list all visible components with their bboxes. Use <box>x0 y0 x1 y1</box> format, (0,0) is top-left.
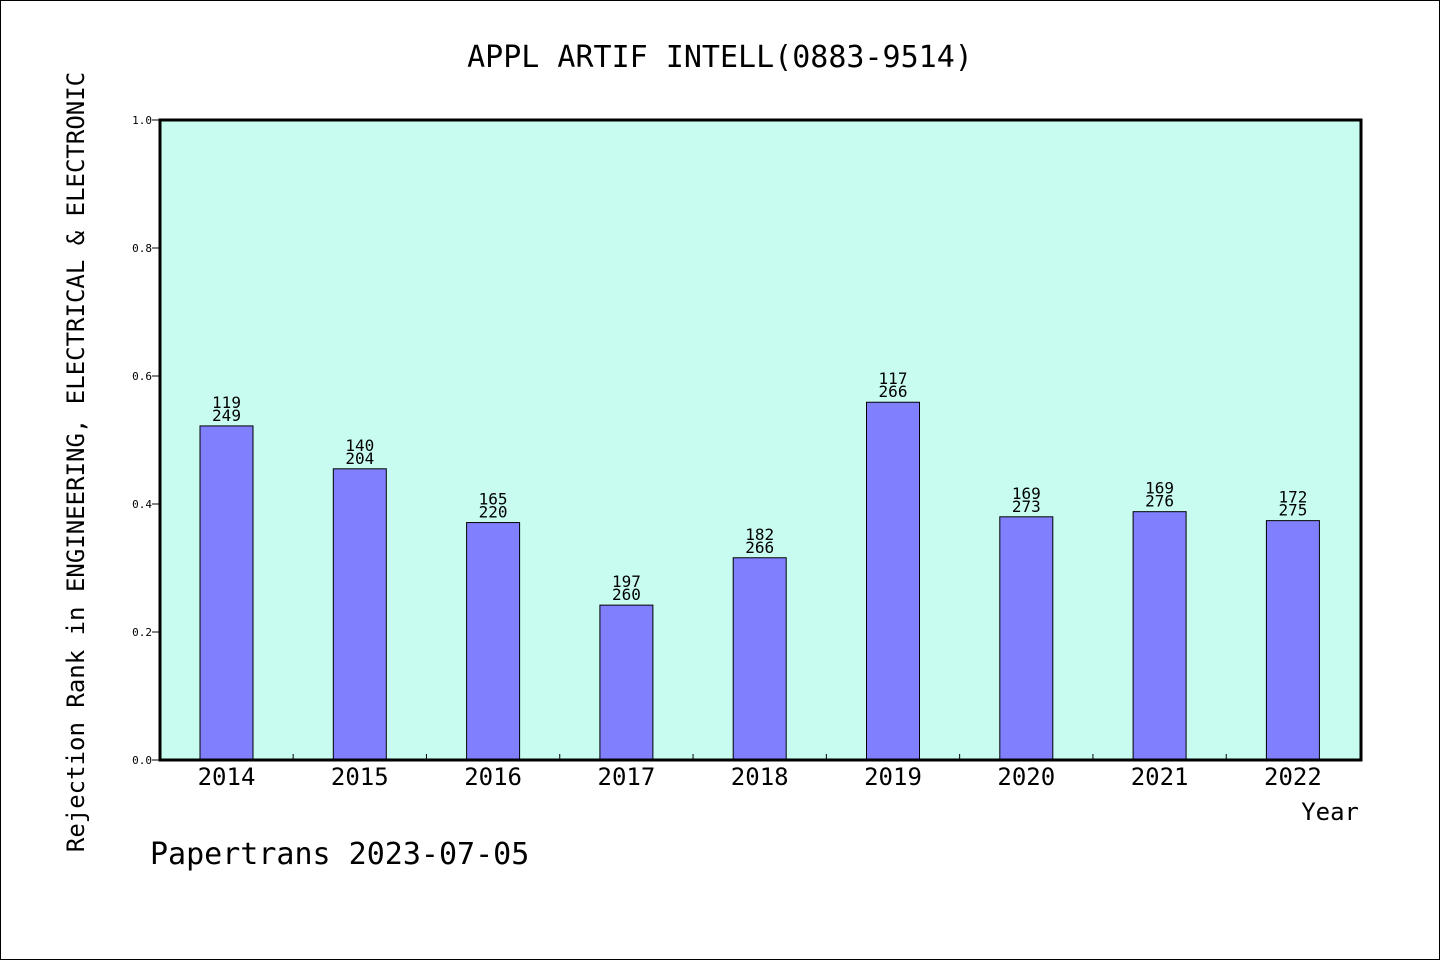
bar-label-bottom-2019: 266 <box>879 382 908 401</box>
bar-label-top-2015: 140 <box>345 436 374 455</box>
bar-label-top-2022: 172 <box>1278 488 1307 507</box>
x-tick-label-2022: 2022 <box>1264 763 1322 791</box>
bar-label-bottom-2014: 249 <box>212 406 241 425</box>
x-tick-label-2019: 2019 <box>864 763 922 791</box>
y-tick-label: 0.0 <box>132 754 152 767</box>
bar-label-top-2014: 119 <box>212 393 241 412</box>
bar-label-bottom-2022: 275 <box>1278 501 1307 520</box>
bar-2015 <box>332 468 387 761</box>
footer-credit: Papertrans 2023-07-05 <box>150 837 529 872</box>
bar-labels: 1192491402041652201972601822661172661692… <box>212 369 1307 604</box>
bar-label-bottom-2021: 276 <box>1145 492 1174 511</box>
bar-2022 <box>1265 520 1320 761</box>
x-tick-label-2020: 2020 <box>997 763 1055 791</box>
bar-label-top-2019: 117 <box>879 369 908 388</box>
bar-2016 <box>466 522 521 761</box>
chart-title: APPL ARTIF INTELL(0883-9514) <box>467 40 973 75</box>
x-tick-label-2018: 2018 <box>731 763 789 791</box>
x-tick-label-2014: 2014 <box>198 763 256 791</box>
x-tick-label-2017: 2017 <box>598 763 656 791</box>
bar-label-bottom-2015: 204 <box>345 449 374 468</box>
bar-label-bottom-2020: 273 <box>1012 497 1041 516</box>
bar-label-top-2021: 169 <box>1145 479 1174 498</box>
y-tick-label: 0.6 <box>132 370 152 383</box>
bar-2018 <box>732 557 787 761</box>
bar-label-top-2018: 182 <box>745 525 774 544</box>
bar-label-top-2020: 169 <box>1012 484 1041 503</box>
x-tick-label-2021: 2021 <box>1131 763 1189 791</box>
y-tick-label: 0.8 <box>132 242 152 255</box>
x-tick-labels: 2014 2015 2016 2017 2018 2019 2020 2021 2022 <box>198 763 1322 791</box>
bar-label-bottom-2016: 220 <box>479 503 508 522</box>
plot-border <box>158 118 1363 762</box>
bar-label-top-2016: 165 <box>479 490 508 509</box>
y-tick-label: 0.4 <box>132 498 152 511</box>
bar-2021 <box>1132 511 1187 761</box>
x-tick-label-2015: 2015 <box>331 763 389 791</box>
y-axis-label: Rejection Rank in ENGINEERING, ELECTRICA… <box>62 72 90 852</box>
bar-2019 <box>866 401 920 761</box>
bar-2020 <box>999 516 1054 761</box>
bars <box>199 401 1320 761</box>
y-axis-ticks: 0.0 0.2 0.4 0.6 0.8 1.0 <box>132 114 160 767</box>
bar-label-top-2017: 197 <box>612 572 641 591</box>
y-tick-label: 0.2 <box>132 626 152 639</box>
bar-2014 <box>199 425 254 761</box>
bar-label-bottom-2018: 266 <box>745 538 774 557</box>
x-tick-label-2016: 2016 <box>464 763 522 791</box>
y-tick-label: 1.0 <box>132 114 152 127</box>
bar-label-bottom-2017: 260 <box>612 585 641 604</box>
bar-2017 <box>599 604 654 761</box>
x-axis-label: Year <box>1301 798 1359 826</box>
